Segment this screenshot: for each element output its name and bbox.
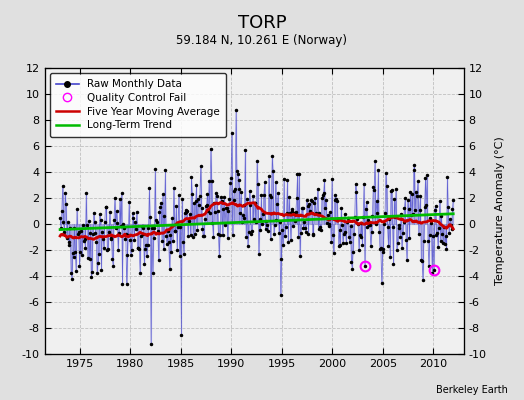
Text: Berkeley Earth: Berkeley Earth [436,385,508,395]
Y-axis label: Temperature Anomaly (°C): Temperature Anomaly (°C) [495,137,505,285]
Text: 59.184 N, 10.261 E (Norway): 59.184 N, 10.261 E (Norway) [177,34,347,47]
Text: TORP: TORP [238,14,286,32]
Legend: Raw Monthly Data, Quality Control Fail, Five Year Moving Average, Long-Term Tren: Raw Monthly Data, Quality Control Fail, … [50,73,226,137]
